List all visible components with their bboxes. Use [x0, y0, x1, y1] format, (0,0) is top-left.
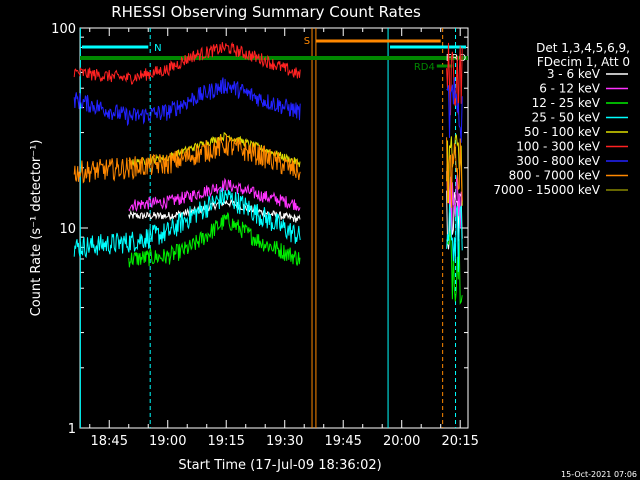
- series-late-segment-8: [446, 137, 463, 208]
- x-tick-label: 19:30: [266, 434, 303, 449]
- plot-area: 18:45 19:00 19:15 19:30 19:45 20:00 20:15 1 10 10…: [51, 22, 479, 449]
- footer-timestamp: 15-Oct-2021 07:06: [561, 470, 637, 479]
- x-tick-label: 20:15: [441, 434, 478, 449]
- series-line-2: [128, 177, 301, 213]
- x-tick-label: 19:45: [324, 434, 361, 449]
- legend-entry: 100 - 300 keV: [516, 140, 600, 154]
- legend-entry: 25 - 50 keV: [532, 111, 601, 125]
- series-late-segment-4: [446, 204, 463, 272]
- legend-entry: 800 - 7000 keV: [509, 169, 601, 183]
- legend-header: FDecim 1, Att 0: [537, 55, 630, 69]
- legend-entry: 7000 - 15000 keV: [493, 183, 600, 197]
- x-tick-label: 18:45: [91, 434, 128, 449]
- y-tick-label: 10: [59, 222, 76, 237]
- legend-entry: 300 - 800 keV: [516, 154, 600, 168]
- series-line-8: [73, 134, 301, 184]
- series-layer: [73, 41, 463, 305]
- legend-entry: 12 - 25 keV: [532, 96, 601, 110]
- instrument-markers: N S FRO RD4: [79, 28, 468, 428]
- series-late-segment-6: [446, 42, 463, 116]
- series-line-3: [128, 212, 301, 268]
- x-tick-label: 20:00: [383, 434, 420, 449]
- series-line-1: [128, 198, 301, 223]
- y-tick-label: 1: [68, 422, 76, 437]
- legend-entry: 6 - 12 keV: [539, 82, 601, 96]
- annotation-label: FRO: [446, 53, 467, 64]
- series-late-segment-7: [446, 77, 463, 143]
- annotation-label: RD4: [414, 62, 435, 73]
- x-tick-label: 19:00: [149, 434, 186, 449]
- series-late-segment-3: [446, 229, 463, 305]
- chart-title: RHESSI Observing Summary Count Rates: [111, 3, 421, 21]
- y-tick-label: 100: [51, 22, 76, 37]
- series-line-6: [73, 41, 301, 85]
- series-late-segment-2: [446, 171, 463, 241]
- legend: Det 1,3,4,5,6,9,FDecim 1, Att 03 - 6 keV…: [493, 41, 630, 197]
- legend-header: Det 1,3,4,5,6,9,: [536, 41, 630, 55]
- annotation-label: N: [154, 43, 161, 54]
- annotation-label: S: [304, 36, 310, 47]
- legend-entry: 3 - 6 keV: [547, 67, 601, 81]
- x-axis-label: Start Time (17-Jul-09 18:36:02): [178, 458, 381, 473]
- series-line-4: [73, 187, 301, 259]
- legend-entry: 50 - 100 keV: [524, 125, 601, 139]
- y-axis-label: Count Rate (s⁻¹ detector⁻¹): [29, 140, 44, 317]
- series-line-7: [73, 77, 301, 127]
- x-tick-label: 19:15: [207, 434, 244, 449]
